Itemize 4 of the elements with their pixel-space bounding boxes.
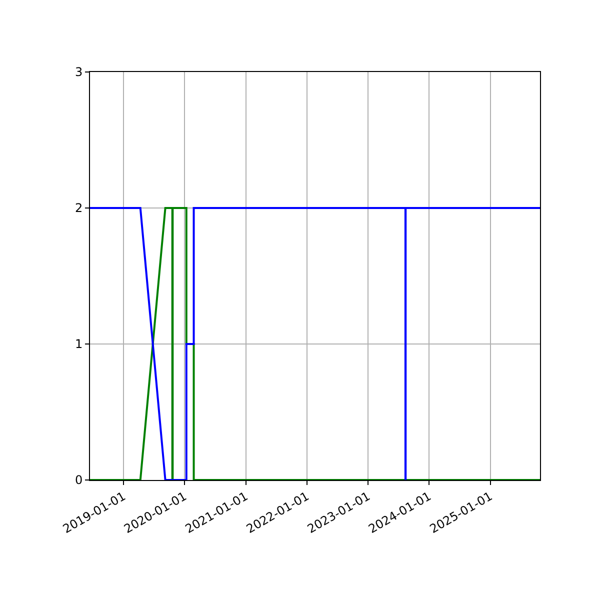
y-tick-label: 1 (74, 337, 83, 352)
y-tick-label: 3 (74, 65, 83, 80)
y-tick-label: 0 (74, 473, 83, 488)
y-tick-label: 2 (74, 201, 83, 216)
